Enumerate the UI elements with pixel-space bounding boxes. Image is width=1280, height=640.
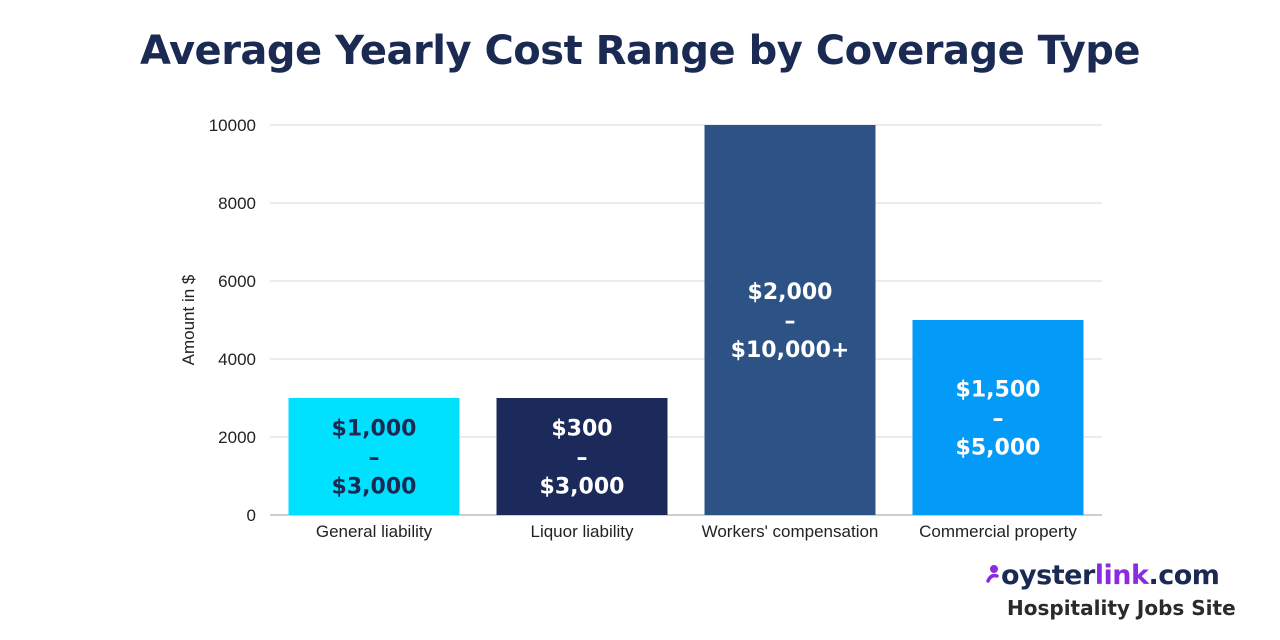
bar-data-label: $1,000 bbox=[332, 417, 417, 442]
bar-data-label: $10,000+ bbox=[731, 338, 850, 363]
y-tick-label: 4000 bbox=[218, 350, 256, 369]
brand-logo: oysterlink.com Hospitality Jobs Site bbox=[985, 560, 1245, 630]
bar-data-label: – bbox=[577, 446, 588, 471]
bars: $1,000 – $3,000 $300 – $3,000 $2,000 – $10,000+ $… bbox=[288, 125, 1084, 515]
oyster-swirl-icon bbox=[986, 565, 999, 583]
chart-title: Average Yearly Cost Range by Coverage Ty… bbox=[139, 28, 1141, 74]
y-tick-label: 6000 bbox=[218, 272, 256, 291]
bar-data-label: $3,000 bbox=[540, 475, 625, 500]
bar bbox=[704, 125, 876, 515]
x-tick-label: General liability bbox=[316, 522, 433, 541]
x-tick-label: Workers' compensation bbox=[702, 522, 879, 541]
x-tick-label: Commercial property bbox=[919, 522, 1077, 541]
x-axis-ticks: General liability Liquor liability Workers… bbox=[316, 522, 1077, 541]
y-tick-label: 0 bbox=[247, 506, 256, 525]
bar-data-label: – bbox=[369, 446, 380, 471]
y-tick-label: 10000 bbox=[209, 116, 256, 135]
bar-data-label: $3,000 bbox=[332, 475, 417, 500]
bar-data-label: $5,000 bbox=[956, 436, 1041, 461]
brand-highlight: link bbox=[1094, 560, 1149, 591]
y-axis-label: Amount in $ bbox=[179, 274, 198, 365]
bar-data-label: – bbox=[993, 407, 1004, 432]
bar bbox=[288, 398, 460, 515]
y-tick-label: 2000 bbox=[218, 428, 256, 447]
bar-data-label: $2,000 bbox=[748, 280, 833, 305]
y-axis-ticks: 0 2000 4000 6000 8000 10000 bbox=[209, 116, 256, 525]
brand-prefix: oyster bbox=[1001, 560, 1095, 591]
bar-data-label: $1,500 bbox=[956, 378, 1041, 403]
bar-data-label: – bbox=[785, 309, 796, 334]
bar bbox=[496, 398, 668, 515]
x-tick-label: Liquor liability bbox=[531, 522, 634, 541]
y-tick-label: 8000 bbox=[218, 194, 256, 213]
brand-suffix: .com bbox=[1148, 560, 1220, 591]
brand-wordmark: oysterlink.com bbox=[985, 560, 1220, 591]
bar bbox=[912, 320, 1084, 515]
bar-data-label: $300 bbox=[551, 417, 612, 442]
brand-tagline: Hospitality Jobs Site bbox=[1007, 596, 1236, 620]
